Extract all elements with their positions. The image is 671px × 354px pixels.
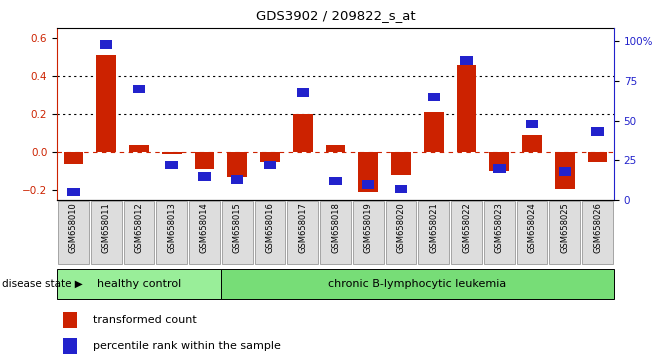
Bar: [297, 88, 309, 97]
Bar: [57, 269, 221, 299]
Text: chronic B-lymphocytic leukemia: chronic B-lymphocytic leukemia: [328, 279, 507, 289]
FancyBboxPatch shape: [451, 201, 482, 264]
Bar: [97, 55, 116, 152]
Text: disease state ▶: disease state ▶: [2, 279, 83, 289]
FancyBboxPatch shape: [254, 201, 285, 264]
FancyBboxPatch shape: [58, 201, 89, 264]
Text: GSM658020: GSM658020: [397, 202, 405, 253]
Bar: [588, 152, 607, 162]
FancyBboxPatch shape: [419, 201, 449, 264]
Bar: [358, 152, 378, 192]
Text: GSM658015: GSM658015: [233, 202, 242, 253]
Bar: [329, 177, 342, 185]
Bar: [231, 175, 244, 184]
FancyBboxPatch shape: [123, 201, 154, 264]
Text: GSM658012: GSM658012: [134, 202, 144, 253]
Text: GSM658026: GSM658026: [593, 202, 602, 253]
FancyBboxPatch shape: [484, 201, 515, 264]
FancyBboxPatch shape: [222, 201, 252, 264]
Bar: [62, 338, 76, 354]
Bar: [526, 120, 538, 128]
Bar: [555, 152, 574, 189]
Bar: [493, 164, 505, 173]
Text: GSM658013: GSM658013: [167, 202, 176, 253]
Bar: [522, 135, 542, 152]
Bar: [489, 152, 509, 171]
Text: GDS3902 / 209822_s_at: GDS3902 / 209822_s_at: [256, 9, 415, 22]
Bar: [293, 114, 313, 152]
FancyBboxPatch shape: [386, 201, 417, 264]
Bar: [424, 112, 444, 152]
Bar: [457, 64, 476, 152]
Text: GSM658010: GSM658010: [69, 202, 78, 253]
Bar: [198, 172, 211, 181]
Text: healthy control: healthy control: [97, 279, 181, 289]
FancyBboxPatch shape: [189, 201, 220, 264]
Text: GSM658014: GSM658014: [200, 202, 209, 253]
FancyBboxPatch shape: [156, 201, 187, 264]
Text: GSM658025: GSM658025: [560, 202, 569, 253]
Bar: [166, 161, 178, 170]
Text: GSM658011: GSM658011: [102, 202, 111, 253]
Bar: [195, 152, 214, 170]
Text: GSM658021: GSM658021: [429, 202, 438, 253]
Bar: [325, 145, 346, 152]
Bar: [395, 184, 407, 193]
Bar: [221, 269, 614, 299]
Text: GSM658017: GSM658017: [298, 202, 307, 253]
Text: GSM658024: GSM658024: [527, 202, 537, 253]
FancyBboxPatch shape: [320, 201, 351, 264]
Bar: [64, 152, 83, 164]
Bar: [67, 188, 80, 196]
Text: GSM658022: GSM658022: [462, 202, 471, 253]
Bar: [362, 180, 374, 189]
Bar: [558, 167, 571, 176]
Bar: [460, 56, 473, 65]
FancyBboxPatch shape: [91, 201, 121, 264]
Bar: [162, 152, 182, 154]
Bar: [100, 40, 113, 49]
Text: percentile rank within the sample: percentile rank within the sample: [93, 341, 281, 351]
Text: GSM658018: GSM658018: [331, 202, 340, 253]
Bar: [133, 85, 145, 93]
Text: GSM658016: GSM658016: [266, 202, 274, 253]
FancyBboxPatch shape: [550, 201, 580, 264]
Text: GSM658019: GSM658019: [364, 202, 373, 253]
Bar: [260, 152, 280, 162]
Bar: [391, 152, 411, 175]
FancyBboxPatch shape: [287, 201, 318, 264]
FancyBboxPatch shape: [353, 201, 384, 264]
Bar: [264, 161, 276, 170]
Bar: [129, 145, 149, 152]
Bar: [591, 127, 604, 136]
Text: GSM658023: GSM658023: [495, 202, 504, 253]
Bar: [427, 93, 440, 101]
FancyBboxPatch shape: [582, 201, 613, 264]
Bar: [62, 312, 76, 328]
Bar: [227, 152, 247, 177]
Text: transformed count: transformed count: [93, 315, 197, 325]
FancyBboxPatch shape: [517, 201, 548, 264]
